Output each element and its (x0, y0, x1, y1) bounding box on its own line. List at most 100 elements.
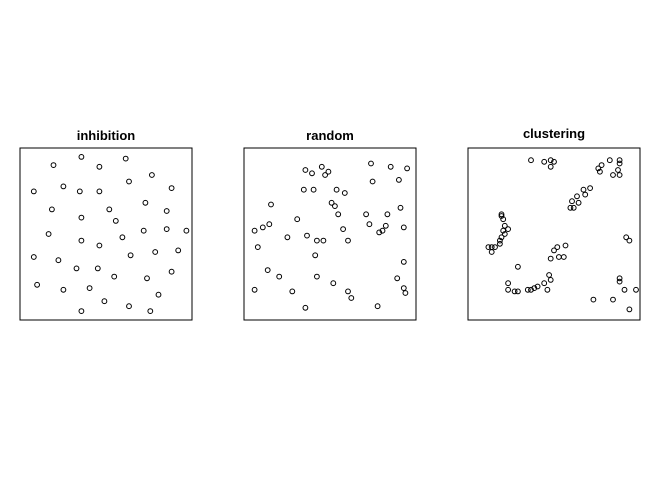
data-point (50, 162, 57, 169)
data-point (498, 211, 505, 218)
data-point (144, 275, 150, 282)
data-point (498, 234, 505, 241)
data-point (544, 286, 551, 293)
data-point (345, 288, 351, 295)
data-point (300, 186, 307, 193)
data-point (488, 249, 495, 255)
data-point (528, 286, 534, 293)
data-point (254, 244, 261, 251)
data-point (551, 247, 557, 254)
data-point (340, 226, 347, 233)
data-point (379, 227, 386, 234)
data-point (587, 185, 593, 192)
data-point (251, 286, 258, 293)
data-point (597, 168, 603, 175)
data-point (382, 222, 389, 229)
data-point (149, 172, 155, 178)
data-point (348, 295, 355, 301)
data-point (96, 163, 103, 170)
data-point (78, 214, 85, 221)
data-point (396, 177, 402, 183)
data-point (175, 247, 182, 254)
data-point (547, 163, 554, 170)
data-point (289, 288, 296, 295)
data-point (101, 298, 108, 305)
data-point (606, 157, 613, 164)
data-point (610, 172, 616, 178)
plot-frame (467, 147, 641, 321)
data-point (49, 206, 55, 213)
data-point (302, 304, 309, 311)
data-point (320, 237, 327, 244)
data-point (78, 308, 85, 315)
data-point (183, 227, 190, 234)
data-point (126, 178, 132, 185)
data-point (333, 186, 340, 193)
data-point (485, 244, 492, 251)
point-group (251, 160, 411, 311)
data-point (562, 242, 569, 249)
data-point (633, 286, 639, 293)
plot-frame (19, 147, 193, 321)
data-point (616, 160, 623, 167)
data-point (400, 259, 407, 265)
data-point (541, 280, 548, 287)
data-point (567, 204, 574, 211)
data-point (569, 198, 575, 205)
data-point (304, 232, 310, 239)
point-group (30, 154, 190, 315)
data-point (314, 237, 320, 244)
data-point (505, 226, 512, 233)
data-point (78, 237, 85, 244)
data-point (616, 157, 623, 164)
panel-random: random (243, 128, 417, 321)
data-point (86, 285, 93, 292)
data-point (397, 204, 404, 211)
data-point (501, 231, 508, 237)
data-point (284, 234, 291, 241)
data-point (582, 191, 589, 198)
data-point (369, 178, 376, 185)
data-point (140, 227, 147, 234)
data-point (78, 154, 85, 160)
data-point (322, 172, 329, 178)
data-point (276, 273, 283, 280)
data-point (511, 288, 518, 295)
data-point (73, 265, 80, 272)
data-point (318, 163, 325, 170)
data-point (500, 227, 507, 234)
data-point (374, 303, 381, 310)
data-point (534, 283, 541, 290)
data-point (575, 199, 582, 206)
data-point (368, 160, 374, 167)
panel-clustering: clustering (467, 126, 641, 321)
data-point (168, 268, 175, 275)
data-point (312, 252, 319, 259)
data-point (621, 286, 628, 293)
data-point (492, 244, 498, 251)
data-point (515, 288, 521, 295)
data-point (551, 158, 557, 165)
data-point (363, 211, 370, 218)
data-point (546, 272, 552, 278)
data-point (528, 157, 534, 164)
data-point (515, 263, 521, 270)
data-point (335, 211, 342, 218)
data-point (547, 157, 554, 164)
data-point (595, 165, 602, 172)
data-point (560, 254, 567, 260)
data-point (302, 167, 309, 173)
data-point (384, 211, 391, 218)
data-point (264, 267, 271, 274)
data-point (387, 163, 394, 170)
data-point (168, 185, 175, 192)
panel-title: inhibition (77, 128, 136, 143)
data-point (96, 188, 103, 195)
data-point (341, 190, 348, 196)
data-point (574, 193, 580, 200)
data-point (152, 249, 159, 255)
data-point (404, 165, 411, 172)
data-point (60, 183, 67, 190)
data-point (111, 273, 118, 280)
data-point (163, 208, 170, 214)
